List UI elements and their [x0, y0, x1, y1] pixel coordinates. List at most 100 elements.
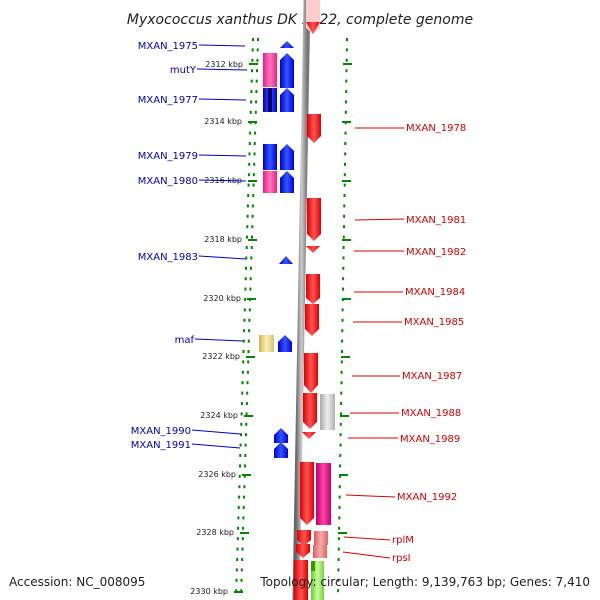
- gene-label[interactable]: rplM: [392, 535, 414, 546]
- gene-arrow-mxan-1978[interactable]: [307, 114, 321, 143]
- guide-dot: [241, 547, 244, 551]
- gene-arrow-mxan-1991[interactable]: [274, 442, 288, 458]
- gene-label[interactable]: MXAN_1978: [406, 123, 466, 134]
- gene-arrow-mxan-1992-a[interactable]: [300, 462, 314, 525]
- guide-dot: [242, 360, 245, 364]
- guide-dot: [339, 443, 342, 447]
- gene-arrow-mxan-1985[interactable]: [305, 304, 319, 336]
- guide-dot: [257, 38, 259, 41]
- gene-label[interactable]: MXAN_1991: [131, 440, 191, 451]
- gene-label[interactable]: MXAN_1977: [138, 95, 198, 106]
- guide-dot: [245, 402, 248, 405]
- guide-dot: [250, 100, 253, 104]
- right-labels: MXAN_1978 MXAN_1981 MXAN_1982 MXAN_1984 …: [342, 123, 466, 564]
- top-partial-features: [306, 0, 320, 34]
- guide-dot: [242, 339, 245, 343]
- gene-arrow-rpsi[interactable]: [296, 544, 310, 558]
- gene-box-maf[interactable]: [259, 335, 274, 352]
- gene-arrow-muty[interactable]: [280, 53, 294, 88]
- guide-dot: [345, 58, 348, 62]
- forward-features: [259, 41, 294, 458]
- gene-arrow-mxan-1980[interactable]: [280, 171, 294, 193]
- gene-box-muty[interactable]: [263, 53, 277, 87]
- guide-dot: [244, 277, 247, 281]
- gene-box-rplm[interactable]: [314, 531, 328, 545]
- guide-dot: [244, 443, 247, 447]
- gene-label[interactable]: rpsI: [392, 553, 411, 564]
- guide-dot: [344, 152, 347, 156]
- gene-label[interactable]: MXAN_1975: [138, 41, 198, 52]
- gene-label[interactable]: MXAN_1983: [138, 252, 198, 263]
- gene-label[interactable]: MXAN_1992: [397, 492, 457, 503]
- gene-arrow-maf[interactable]: [278, 335, 292, 352]
- gene-label[interactable]: MXAN_1987: [402, 371, 462, 382]
- tick-label: 2320 kbp: [203, 294, 241, 303]
- guide-dot: [253, 162, 256, 166]
- guide-dot: [251, 204, 254, 208]
- guide-dot: [237, 506, 240, 509]
- guide-dot: [340, 391, 343, 395]
- guide-dot: [345, 48, 348, 52]
- guide-dot: [240, 578, 243, 582]
- guide-dot: [338, 516, 341, 520]
- gene-box-mxan-1980[interactable]: [263, 171, 277, 193]
- guide-dot: [337, 578, 340, 582]
- guide-dot: [254, 131, 257, 135]
- gene-box-mxan-1988[interactable]: [320, 394, 335, 430]
- gene-arrow-mxan-1981[interactable]: [307, 198, 321, 241]
- guide-dot: [244, 287, 247, 291]
- guide-dot: [246, 214, 249, 218]
- genome-backbone: [292, 0, 311, 600]
- guide-dot: [245, 266, 247, 270]
- gene-label[interactable]: MXAN_1981: [406, 215, 466, 226]
- gene-label[interactable]: MXAN_1979: [138, 151, 198, 162]
- guide-dot: [246, 391, 249, 395]
- gene-arrow-mxan-1987[interactable]: [304, 353, 318, 393]
- gene-label[interactable]: MXAN_1980: [138, 176, 198, 187]
- gene-arrow-rplm[interactable]: [297, 530, 311, 546]
- guide-dot: [339, 422, 342, 426]
- gene-label[interactable]: mutY: [170, 65, 197, 76]
- gene-box-bottom-green-dark: [311, 561, 315, 571]
- guide-dot: [344, 110, 347, 114]
- guide-dot: [340, 402, 343, 405]
- gene-label[interactable]: maf: [175, 335, 195, 346]
- gene-arrow-mxan-1975[interactable]: [280, 41, 294, 48]
- guide-dot: [244, 298, 247, 301]
- gene-arrow-mxan-1990[interactable]: [274, 428, 288, 443]
- gene-box-rpsi[interactable]: [313, 545, 327, 558]
- guide-dot: [340, 412, 342, 416]
- accession-text: Accession: NC_008095: [9, 575, 145, 589]
- gene-arrow-mxan-1982[interactable]: [306, 246, 320, 253]
- guide-dot: [342, 235, 345, 239]
- guide-dot: [251, 58, 254, 62]
- guide-dot: [242, 526, 245, 530]
- gene-arrow-mxan-1979[interactable]: [280, 144, 294, 170]
- guide-dot: [235, 578, 238, 582]
- guide-dot: [343, 183, 346, 187]
- guide-dot: [255, 100, 258, 104]
- gene-label[interactable]: MXAN_1988: [401, 408, 461, 419]
- gene-arrow-mxan-1977[interactable]: [280, 88, 294, 112]
- guide-dot: [342, 256, 345, 260]
- gene-label[interactable]: MXAN_1982: [406, 247, 466, 258]
- guide-dot: [247, 194, 250, 197]
- gene-label[interactable]: MXAN_1984: [405, 287, 465, 298]
- guide-dot: [241, 381, 244, 385]
- guide-dot: [248, 308, 251, 312]
- gene-label[interactable]: MXAN_1989: [400, 434, 460, 445]
- right-ticks: [338, 63, 352, 534]
- gene-label[interactable]: MXAN_1990: [131, 426, 191, 437]
- gene-arrow-mxan-1984[interactable]: [306, 274, 320, 304]
- guide-dot: [248, 142, 251, 145]
- gene-arrow-mxan-1988[interactable]: [303, 393, 317, 429]
- gene-arrow-mxan-1983[interactable]: [279, 256, 293, 264]
- gene-label[interactable]: MXAN_1985: [404, 317, 464, 328]
- guide-dot: [345, 69, 348, 73]
- gene-arrow-bottom-partial[interactable]: [294, 560, 308, 600]
- guide-dot: [337, 558, 340, 561]
- gene-box-mxan-1979[interactable]: [263, 144, 277, 170]
- gene-box-mxan-1992[interactable]: [316, 463, 331, 525]
- guide-dot: [251, 214, 254, 218]
- gene-arrow-mxan-1989[interactable]: [302, 432, 316, 439]
